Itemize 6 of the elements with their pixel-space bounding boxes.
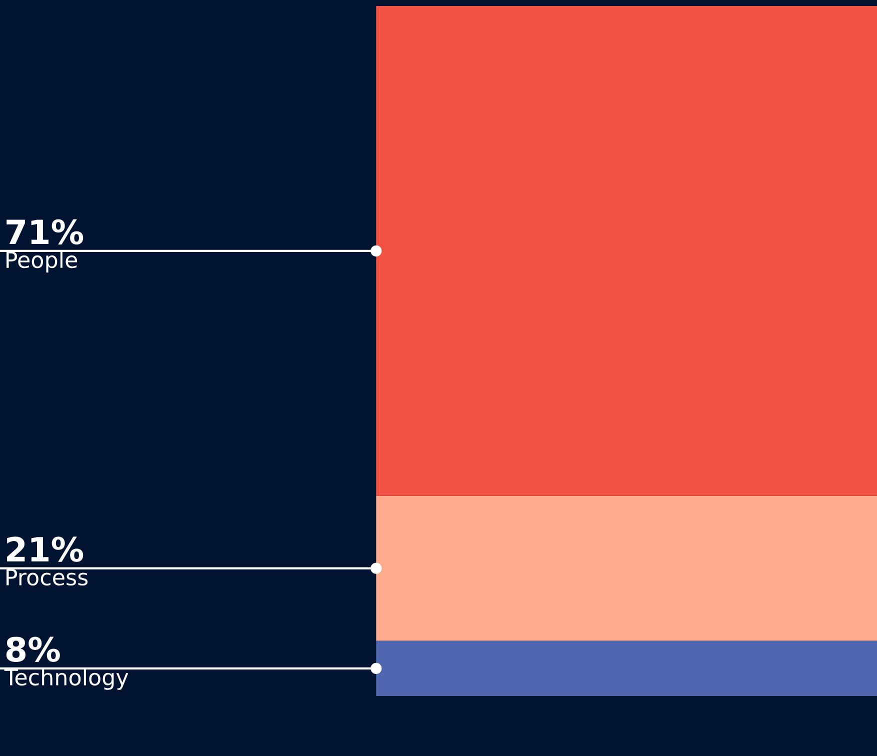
text: Process	[6, 569, 88, 586]
text: Technology	[4, 668, 128, 690]
data-label: 8%	[6, 636, 60, 662]
data-label: 21%	[7, 536, 84, 562]
data-label: 71%	[6, 219, 84, 244]
text: People	[6, 250, 78, 272]
